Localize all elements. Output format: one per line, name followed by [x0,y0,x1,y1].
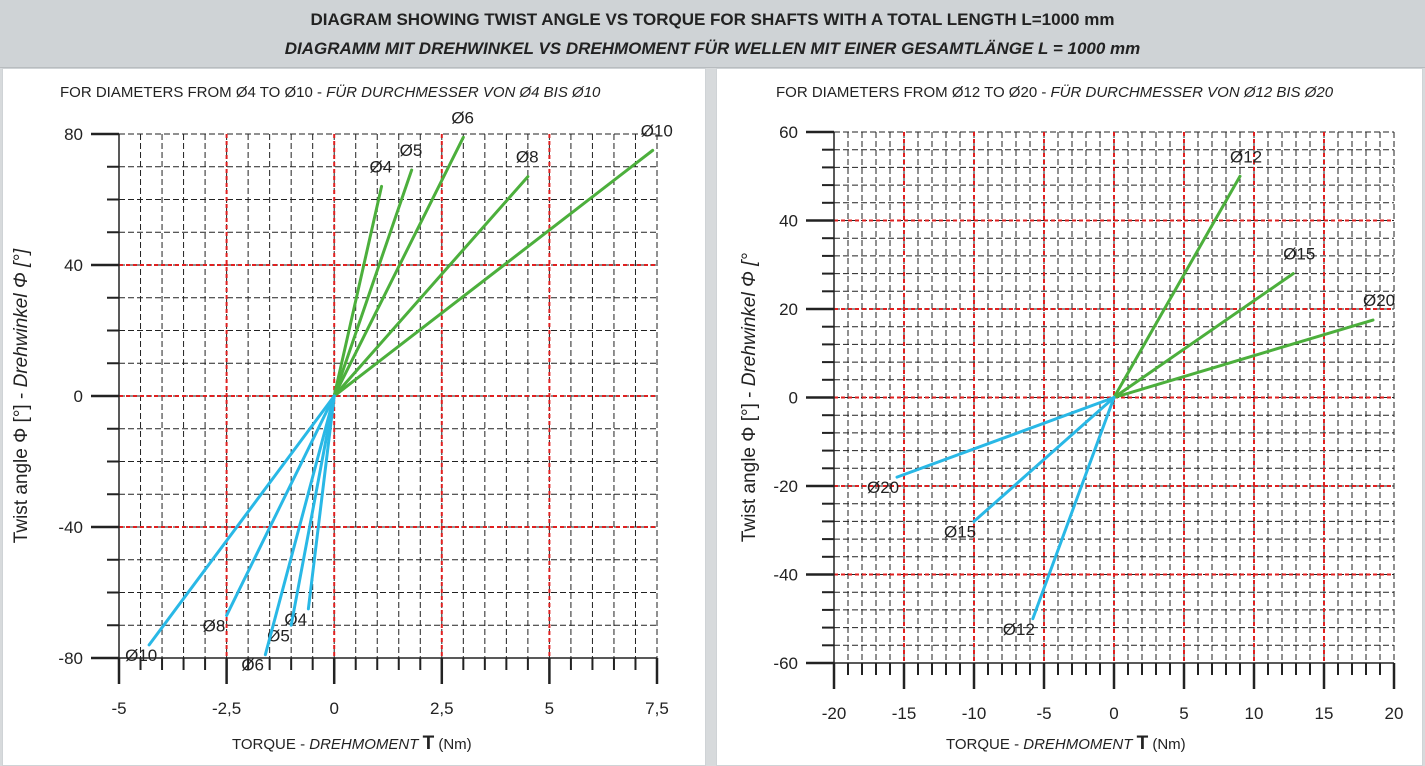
x-tick-label: -5 [111,699,126,718]
x-tick-label: -15 [892,704,917,723]
series-line-negative-Ø8 [225,394,336,617]
y-tick-label: 0 [74,387,83,406]
series-label: Ø5 [400,141,423,160]
left-subtitle-de: FÜR DURCHMESSER VON Ø4 BIS Ø10 [326,84,601,101]
series-line-positive-Ø5 [332,168,414,398]
y-axis-label-de: Drehwinkel Φ [° [739,253,760,387]
series-label: Ø10 [641,121,673,140]
right-subtitle-en: FOR DIAMETERS FROM Ø12 TO Ø20 - [776,84,1051,101]
series-line-positive-Ø20 [1112,318,1375,399]
x-tick-label: 5 [545,699,554,718]
y-tick-label: 20 [779,300,798,319]
right-xlabel-sym: T [1136,733,1149,754]
panel-divider [706,68,716,766]
right-xlabel-pre: TORQUE - [946,736,1024,753]
series-line-positive-Ø4 [332,184,384,398]
y-tick-label: -20 [773,477,798,496]
series-label: Ø12 [1003,620,1035,639]
series-line-negative-Ø5 [289,394,336,627]
x-tick-label: 0 [1109,704,1118,723]
series-label: Ø15 [1283,245,1315,264]
left-border [0,68,2,766]
series-label: Ø15 [944,522,976,541]
series-label: Ø6 [451,108,474,127]
series-label: Ø4 [370,157,393,176]
title-german: DIAGRAMM MIT DREHWINKEL VS DREHMOMENT FÜ… [284,39,1141,58]
series-label: Ø8 [203,616,226,635]
major-grid [119,134,657,658]
series-line-positive-Ø8 [332,175,530,398]
right-xlabel-unit: (Nm) [1148,736,1186,753]
y-tick-label: 40 [779,212,798,231]
left-xlabel-sym: T [422,733,435,754]
x-tick-label: 15 [1315,704,1334,723]
y-axis-label: Twist angle Φ [°] - Drehwinkel Φ [°] [11,248,32,543]
right-border [1423,68,1425,766]
y-tick-label: 80 [64,125,83,144]
series-line-negative-Ø15 [972,396,1116,523]
series-line-negative-Ø12 [1031,396,1116,621]
title-english: DIAGRAM SHOWING TWIST ANGLE VS TORQUE FO… [310,10,1115,29]
series-line-positive-Ø6 [332,135,465,398]
y-axis-label-en: Twist angle Φ [°] - [11,387,32,543]
right-subtitle: FOR DIAMETERS FROM Ø12 TO Ø20 - FÜR DURC… [776,84,1333,101]
left-chart: -5 -2,5 0 2,5 5 7,5 -80 -40 0 40 80 Twist angle Φ [… [11,108,673,718]
series-label: Ø10 [125,646,157,665]
left-subtitle-en: FOR DIAMETERS FROM Ø4 TO Ø10 - [60,84,327,101]
series-line-negative-Ø6 [263,394,336,657]
y-tick-label: -80 [58,649,83,668]
y-tick-label: -60 [773,654,798,673]
left-xlabel-it: DREHMOMENT [309,736,423,753]
series-line-negative-Ø10 [147,394,336,647]
x-tick-label: -10 [962,704,987,723]
series-line-positive-Ø10 [332,148,655,398]
y-axis-label: Twist angle Φ [°] - Drehwinkel Φ [° [739,253,760,543]
right-subtitle-de: FÜR DURCHMESSER VON Ø12 BIS Ø20 [1050,84,1334,101]
series-line-negative-Ø4 [306,394,336,611]
y-tick-label: 60 [779,123,798,142]
left-subtitle: FOR DIAMETERS FROM Ø4 TO Ø10 - FÜR DURCH… [60,84,600,101]
x-tick-label: 7,5 [645,699,669,718]
series-line-positive-Ø15 [1112,272,1295,399]
left-x-axis-label: TORQUE - DREHMOMENT T (Nm) [232,733,472,755]
series-line-positive-Ø12 [1112,174,1242,399]
major-grid [834,132,1394,663]
series-label: Ø20 [867,478,899,497]
right-xlabel-it: DREHMOMENT [1023,736,1137,753]
left-xlabel-unit: (Nm) [434,736,472,753]
y-tick-label: -40 [58,518,83,537]
header-banner: DIAGRAM SHOWING TWIST ANGLE VS TORQUE FO… [0,0,1425,68]
y-tick-label: 40 [64,256,83,275]
series-line-negative-Ø20 [895,396,1116,479]
left-xlabel-pre: TORQUE - [232,736,310,753]
right-chart: -20 -15 -10 -5 0 5 10 15 20 -60 -40 -20 0 20 40 60 Twist… [739,123,1404,723]
series-label: Ø12 [1230,147,1262,166]
x-tick-label: 10 [1245,704,1264,723]
x-tick-label: -2,5 [212,699,241,718]
series-label: Ø6 [241,656,264,675]
x-tick-label: -20 [822,704,847,723]
y-axis-label-de: Drehwinkel Φ [°] [11,248,32,387]
x-tick-label: 5 [1179,704,1188,723]
y-tick-label: -40 [773,566,798,585]
right-x-axis-label: TORQUE - DREHMOMENT T (Nm) [946,733,1186,755]
x-tick-label: 2,5 [430,699,454,718]
y-axis-label-en: Twist angle Φ [°] - [739,386,760,542]
series-label: Ø8 [516,148,539,167]
y-tick-label: 0 [789,389,798,408]
series-label: Ø20 [1363,291,1395,310]
x-tick-label: -5 [1036,704,1051,723]
x-tick-label: 0 [329,699,338,718]
x-tick-label: 20 [1385,704,1404,723]
